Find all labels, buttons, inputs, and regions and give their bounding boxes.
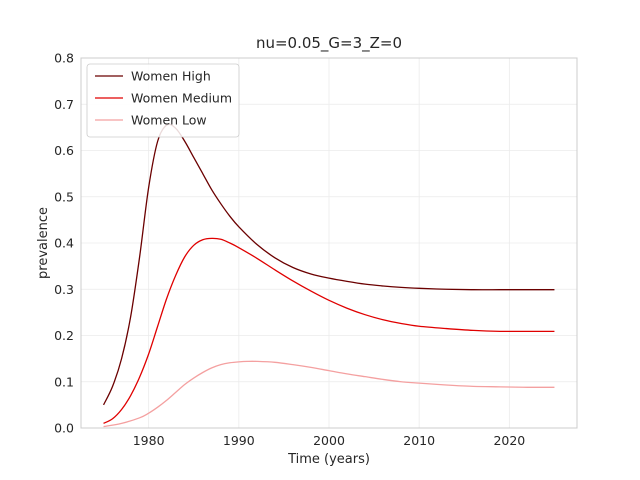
x-tick-label: 1990 [223, 433, 255, 448]
x-tick-label: 1980 [133, 433, 165, 448]
tick-labels: 1980 1990 2000 2010 2020 0.0 0.1 0.2 0.3 0.4 0.5 0.… [54, 51, 525, 449]
series-line-women-medium [103, 237, 555, 424]
x-tick-label: 2000 [313, 433, 345, 448]
series-line-women-low [103, 360, 555, 428]
legend-box [86, 63, 240, 138]
y-axis-label: prevalence [36, 207, 51, 279]
series-line-women-high [102, 123, 555, 406]
y-tick-label: 0.6 [54, 143, 74, 158]
chart-title: nu=0.05_G=3_Z=0 [256, 34, 402, 53]
x-tick-label: 2010 [403, 433, 435, 448]
legend: Women High Women Medium Women Low [86, 63, 240, 138]
y-tick-label: 0.8 [54, 51, 74, 66]
y-tick-label: 0.1 [54, 374, 74, 389]
y-tick-label: 0.0 [54, 421, 74, 436]
y-tick-label: 0.3 [54, 282, 74, 297]
y-tick-label: 0.5 [54, 189, 74, 204]
plot-frame [80, 57, 578, 429]
y-tick-label: 0.4 [54, 236, 74, 251]
x-axis-label: Time (years) [287, 452, 370, 467]
x-tick-label: 2020 [493, 433, 525, 448]
series-layer [102, 123, 555, 428]
legend-label-women-high: Women High [131, 69, 211, 84]
y-tick-label: 0.7 [54, 97, 74, 112]
legend-label-women-medium: Women Medium [131, 91, 232, 106]
y-tick-label: 0.2 [54, 328, 74, 343]
legend-label-women-low: Women Low [131, 113, 207, 128]
